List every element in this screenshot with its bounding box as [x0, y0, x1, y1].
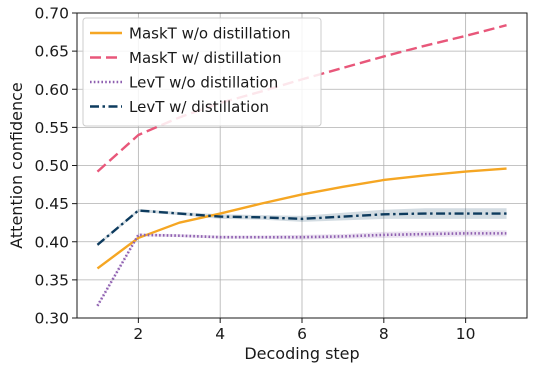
y-tick-label: 0.30	[34, 310, 69, 328]
y-tick-label: 0.65	[34, 43, 69, 61]
y-tick-label: 0.55	[34, 119, 69, 137]
legend: MaskT w/o distillation MaskT w/ distillat…	[82, 17, 322, 127]
x-tick-label: 6	[297, 325, 307, 343]
x-axis-title: Decoding step	[244, 344, 359, 363]
x-tick-label: 2	[133, 325, 143, 343]
x-axis-ticks: 2 4 6 8 10	[133, 318, 476, 343]
y-tick-label: 0.40	[34, 233, 69, 251]
confidence-band	[97, 208, 507, 247]
legend-label: MaskT w/o distillation	[129, 25, 291, 43]
y-tick-label: 0.45	[34, 195, 69, 213]
y-axis-title: Attention confidence	[7, 82, 26, 249]
y-tick-label: 0.60	[34, 81, 69, 99]
y-tick-label: 0.70	[34, 5, 69, 23]
legend-box	[82, 17, 322, 127]
x-tick-label: 4	[215, 325, 225, 343]
legend-label: LevT w/o distillation	[129, 74, 278, 92]
legend-label: MaskT w/ distillation	[129, 49, 281, 67]
x-tick-label: 8	[379, 325, 389, 343]
y-tick-label: 0.35	[34, 271, 69, 289]
legend-label: LevT w/ distillation	[129, 98, 269, 116]
series-line	[96, 209, 507, 246]
y-tick-label: 0.50	[34, 157, 69, 175]
x-tick-label: 10	[456, 325, 476, 343]
confidence-bands	[97, 208, 507, 308]
y-axis-ticks: 0.30 0.35 0.40 0.45 0.50 0.55 0.60 0.65 0.70	[34, 5, 77, 328]
series-line	[96, 167, 507, 270]
